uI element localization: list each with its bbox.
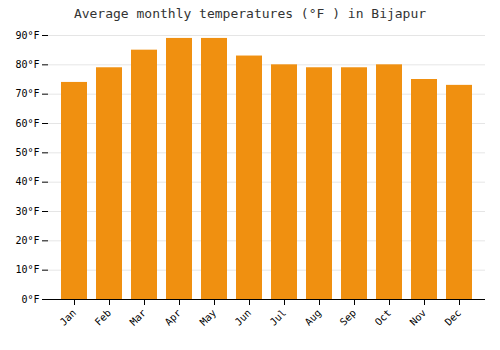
svg-text:60°F: 60°F	[15, 118, 39, 129]
svg-text:30°F: 30°F	[15, 206, 39, 217]
svg-text:70°F: 70°F	[15, 88, 39, 99]
svg-text:10°F: 10°F	[15, 264, 39, 275]
svg-text:Mar: Mar	[128, 307, 149, 328]
svg-text:40°F: 40°F	[15, 176, 39, 187]
svg-text:Jul: Jul	[268, 307, 289, 328]
svg-text:20°F: 20°F	[15, 235, 39, 246]
svg-text:May: May	[198, 307, 219, 328]
svg-text:Sep: Sep	[338, 307, 359, 328]
svg-text:Jun: Jun	[233, 307, 254, 328]
svg-text:90°F: 90°F	[15, 30, 39, 41]
svg-text:Jan: Jan	[58, 307, 79, 328]
svg-text:Oct: Oct	[373, 307, 394, 328]
svg-text:Aug: Aug	[303, 307, 324, 328]
svg-text:Apr: Apr	[163, 307, 184, 328]
html-text:Average monthly temperatures (: Average monthly temperatures (°F ) in Bi…	[73, 6, 427, 21]
svg-text:Feb: Feb	[93, 307, 114, 328]
svg-text:80°F: 80°F	[15, 59, 39, 70]
svg-text:0°F: 0°F	[21, 294, 39, 305]
svg-text:Nov: Nov	[408, 307, 429, 328]
svg-text:Dec: Dec	[443, 307, 464, 328]
svg-text:50°F: 50°F	[15, 147, 39, 158]
